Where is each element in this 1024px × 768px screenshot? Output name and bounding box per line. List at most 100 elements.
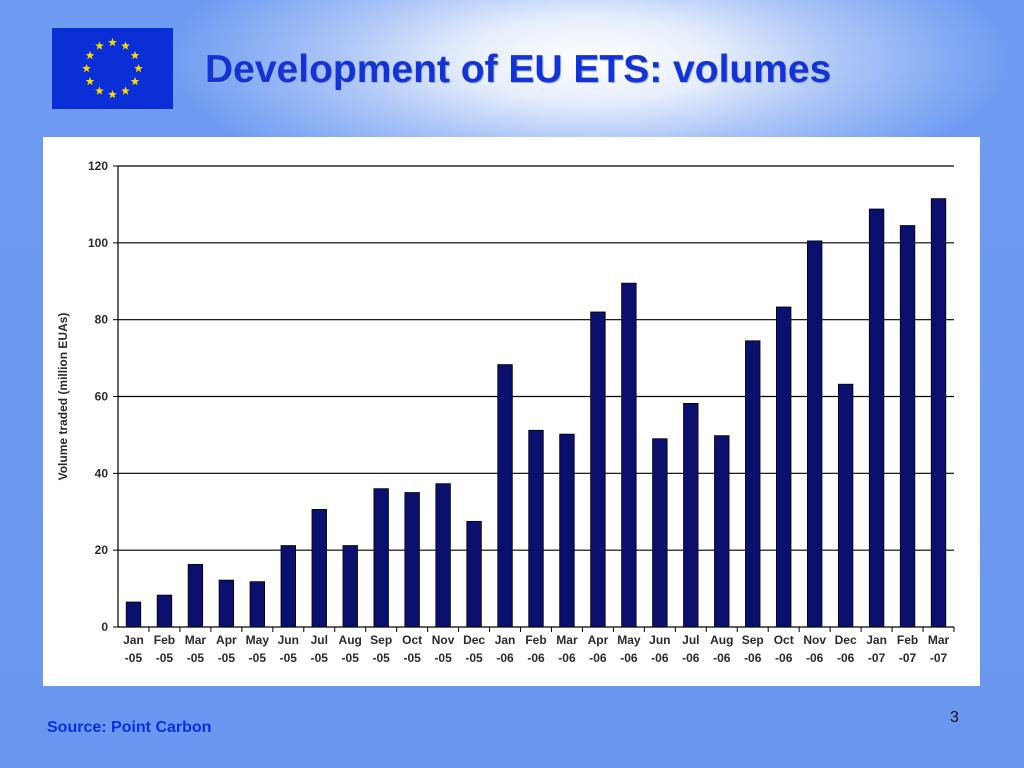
x-tick-label: -06 — [744, 651, 762, 665]
flag-star-icon — [85, 76, 95, 86]
x-tick-label: -06 — [713, 651, 731, 665]
x-tick-label: Jul — [311, 633, 328, 647]
x-tick-label: -05 — [218, 651, 236, 665]
bar — [280, 545, 296, 628]
x-tick-label: Sep — [370, 633, 392, 647]
x-tick-label: Sep — [742, 633, 764, 647]
flag-star-icon — [121, 86, 130, 95]
chart-panel: 0 20 40 60 80 100 120 Volume traded (million EU… — [43, 137, 980, 686]
flag-star-icon — [108, 89, 117, 99]
x-tick-label: Apr — [216, 633, 237, 647]
x-tick-label: Jan — [866, 633, 887, 647]
x-tick-label: -06 — [589, 651, 607, 665]
bar — [125, 601, 142, 628]
bar — [466, 520, 482, 628]
bar — [683, 403, 699, 628]
x-tick-label: -07 — [868, 651, 886, 665]
bar — [868, 208, 885, 628]
bar — [218, 579, 235, 628]
bar — [156, 594, 173, 628]
x-tick-label: -05 — [342, 651, 360, 665]
x-tick-label: -06 — [651, 651, 669, 665]
x-tick-label: Aug — [339, 633, 362, 647]
bar — [806, 240, 823, 628]
x-tick-label: -06 — [837, 651, 855, 665]
x-tick-label: Mar — [928, 633, 950, 647]
flag-star-icon — [121, 41, 130, 50]
bar-chart: 0 20 40 60 80 100 120 Volume traded (million EU… — [56, 159, 955, 665]
x-tick-label: -06 — [775, 651, 793, 665]
x-tick-label: Aug — [710, 633, 733, 647]
x-tick-label: -07 — [899, 651, 917, 665]
bar — [837, 383, 854, 628]
bar — [373, 488, 389, 628]
flag-star-icon — [85, 50, 95, 60]
x-tick-label: -06 — [620, 651, 638, 665]
bar — [404, 492, 420, 628]
x-tick-label: -05 — [280, 651, 298, 665]
x-tick-label: -05 — [465, 651, 483, 665]
y-axis-title: Volume traded (million EUAs) — [56, 313, 70, 481]
x-tick-label: Dec — [463, 633, 485, 647]
bar — [930, 198, 947, 628]
eu-flag-icon — [52, 28, 173, 109]
flag-star-icon — [82, 63, 91, 73]
bar — [590, 311, 606, 628]
x-tick-label: May — [617, 633, 641, 647]
x-tick-label: -05 — [311, 651, 329, 665]
bar — [714, 435, 730, 628]
x-tick-label: May — [246, 633, 270, 647]
bar — [342, 545, 358, 628]
bar — [528, 429, 544, 628]
flag-star-icon — [134, 63, 143, 73]
y-tick-label: 120 — [88, 159, 108, 173]
x-tick-label: Mar — [556, 633, 578, 647]
bar — [621, 282, 637, 628]
bar — [435, 483, 451, 628]
y-tick-label: 60 — [95, 390, 109, 404]
bar — [559, 433, 575, 628]
bar — [652, 438, 668, 628]
x-tick-label: Nov — [432, 633, 455, 647]
flag-star-icon — [95, 86, 104, 95]
x-tick-label: -05 — [125, 651, 143, 665]
x-tick-label: -06 — [527, 651, 545, 665]
flag-star-icon — [130, 76, 140, 86]
x-tick-label: Jun — [278, 633, 299, 647]
bar — [745, 340, 761, 628]
x-tick-label: -06 — [806, 651, 824, 665]
bar — [497, 364, 513, 628]
x-tick-label: Feb — [897, 633, 918, 647]
bar — [187, 563, 204, 628]
bar — [311, 509, 327, 628]
x-tick-label: Apr — [588, 633, 609, 647]
x-tick-label: Oct — [402, 633, 422, 647]
x-tick-label: -05 — [434, 651, 452, 665]
x-tick-label: -06 — [682, 651, 700, 665]
y-tick-label: 100 — [88, 236, 108, 250]
bar — [249, 581, 266, 628]
flag-star-icon — [95, 41, 104, 50]
x-tick-label: Mar — [185, 633, 207, 647]
x-tick-label: -06 — [558, 651, 576, 665]
x-tick-label: Jul — [682, 633, 699, 647]
bar — [899, 225, 916, 628]
bar — [776, 306, 792, 628]
x-tick-label: Dec — [835, 633, 857, 647]
x-tick-label: -06 — [496, 651, 514, 665]
x-tick-label: Feb — [154, 633, 175, 647]
x-tick-label: Nov — [803, 633, 826, 647]
x-tick-label: -07 — [930, 651, 948, 665]
source-note: Source: Point Carbon — [47, 719, 212, 736]
x-tick-label: Jun — [649, 633, 670, 647]
slide-title: Development of EU ETS: volumes — [205, 48, 832, 91]
x-tick-label: Oct — [774, 633, 794, 647]
x-tick-label: Feb — [525, 633, 546, 647]
x-tick-label: -05 — [249, 651, 267, 665]
y-tick-label: 40 — [95, 466, 109, 480]
x-tick-label: Jan — [123, 633, 144, 647]
x-tick-label: -05 — [403, 651, 421, 665]
x-tick-label: -05 — [373, 651, 391, 665]
x-tick-label: Jan — [495, 633, 516, 647]
y-tick-label: 80 — [95, 313, 109, 327]
